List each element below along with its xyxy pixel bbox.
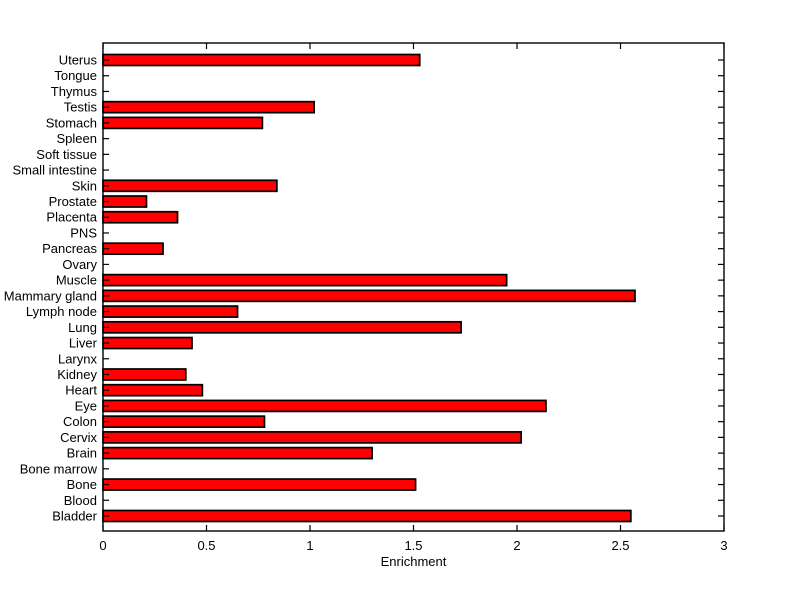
category-label-larynx: Larynx: [58, 351, 98, 366]
category-label-heart: Heart: [65, 383, 97, 398]
category-label-skin: Skin: [72, 178, 97, 193]
bar-bladder: [102, 509, 632, 523]
x-tick-label-3: 3: [720, 538, 727, 553]
category-label-spleen: Spleen: [57, 131, 97, 146]
category-label-blood: Blood: [64, 493, 97, 508]
bar-heart: [102, 383, 204, 397]
category-label-lung: Lung: [68, 320, 97, 335]
category-label-lymph-node: Lymph node: [26, 304, 97, 319]
bar-stomach: [102, 116, 264, 130]
x-tick-label-2-5: 2.5: [611, 538, 629, 553]
category-label-placenta: Placenta: [46, 210, 97, 225]
category-label-pancreas: Pancreas: [42, 241, 97, 256]
category-label-bladder: Bladder: [52, 509, 97, 524]
category-label-ovary: Ovary: [62, 257, 97, 272]
bar-liver: [102, 336, 193, 350]
bar-muscle: [102, 273, 508, 287]
bar-lymph-node: [102, 305, 239, 318]
category-label-eye: Eye: [75, 398, 97, 413]
bar-uterus: [102, 53, 421, 67]
bar-testis: [102, 100, 315, 114]
bar-cervix: [102, 431, 522, 444]
category-label-brain: Brain: [67, 446, 97, 461]
category-label-testis: Testis: [64, 100, 98, 115]
x-tick-label-1: 1: [306, 538, 313, 553]
bar-eye: [102, 399, 547, 413]
category-label-kidney: Kidney: [57, 367, 97, 382]
category-label-mammary-gland: Mammary gland: [4, 288, 97, 303]
category-label-thymus: Thymus: [51, 84, 98, 99]
category-label-uterus: Uterus: [59, 53, 98, 68]
x-tick-label-0-5: 0.5: [197, 538, 215, 553]
bar-prostate: [102, 195, 148, 208]
bar-kidney: [102, 368, 187, 381]
bar-bone: [102, 478, 417, 491]
category-label-liver: Liver: [69, 336, 98, 351]
category-label-tongue: Tongue: [54, 68, 97, 83]
category-label-muscle: Muscle: [56, 273, 97, 288]
category-label-pns: PNS: [70, 225, 97, 240]
x-tick-label-2: 2: [513, 538, 520, 553]
category-label-small-intestine: Small intestine: [12, 163, 97, 178]
bar-placenta: [102, 210, 179, 224]
category-label-stomach: Stomach: [46, 115, 97, 130]
bar-brain: [102, 446, 373, 460]
bar-mammary-gland: [102, 289, 636, 303]
category-label-bone: Bone: [67, 477, 97, 492]
category-label-bone-marrow: Bone marrow: [20, 461, 98, 476]
plot-area: UterusTongueThymusTestisStomachSpleenSof…: [4, 42, 728, 553]
category-label-cervix: Cervix: [60, 430, 97, 445]
bar-skin: [102, 179, 278, 193]
category-label-colon: Colon: [63, 414, 97, 429]
category-label-prostate: Prostate: [49, 194, 97, 209]
x-tick-label-0: 0: [99, 538, 106, 553]
bar-colon: [102, 415, 266, 429]
bar-lung: [102, 320, 462, 334]
x-tick-label-1-5: 1.5: [404, 538, 422, 553]
bar-pancreas: [102, 242, 164, 256]
x-axis-label: Enrichment: [381, 554, 447, 569]
category-label-soft-tissue: Soft tissue: [36, 147, 97, 162]
